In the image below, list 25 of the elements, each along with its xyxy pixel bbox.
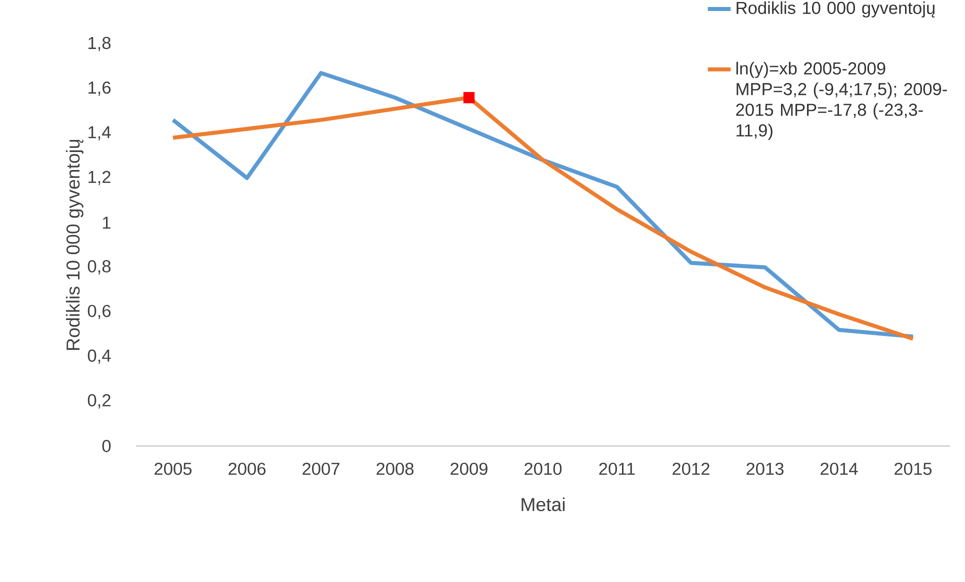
x-tick-label: 2008 [376,462,414,475]
y-tick-label: 1 [102,216,110,229]
x-tick-label: 2013 [746,462,784,475]
y-axis-title: Rodiklis 10 000 gyventojų [66,140,84,350]
y-tick-label: 0,4 [88,349,111,364]
y-tick-label: 1,2 [88,170,110,186]
legend-label: Rodiklis 10 000 gyventojų [736,1,935,18]
x-tick-label: 2006 [228,462,266,475]
x-tick-label: 2010 [524,462,562,475]
y-tick-label: 0,2 [88,394,110,408]
x-tick-label: 2012 [672,462,710,475]
y-tick-label: 1,8 [88,36,111,52]
x-tick-label: 2007 [302,462,340,475]
y-tick-label: 0,8 [88,260,111,274]
x-tick-label: 2009 [450,462,488,475]
y-tick-label: 0 [102,440,111,452]
y-tick-label: 0,6 [88,304,111,320]
x-tick-label: 2011 [599,462,635,475]
legend-label: ln(y)=xb 2005-2009 MPP=3,2 (-9,4;17,5); 2009-2015 MPP=-17,8 (-23,3-11,9) [736,62,947,140]
x-axis-title: Metai [522,497,565,512]
x-tick-label: 2014 [820,462,858,475]
y-tick-label: 1,4 [88,126,111,140]
x-tick-label: 2015 [894,462,932,475]
y-tick-label: 1,6 [88,81,111,96]
x-tick-label: 2005 [154,462,192,475]
